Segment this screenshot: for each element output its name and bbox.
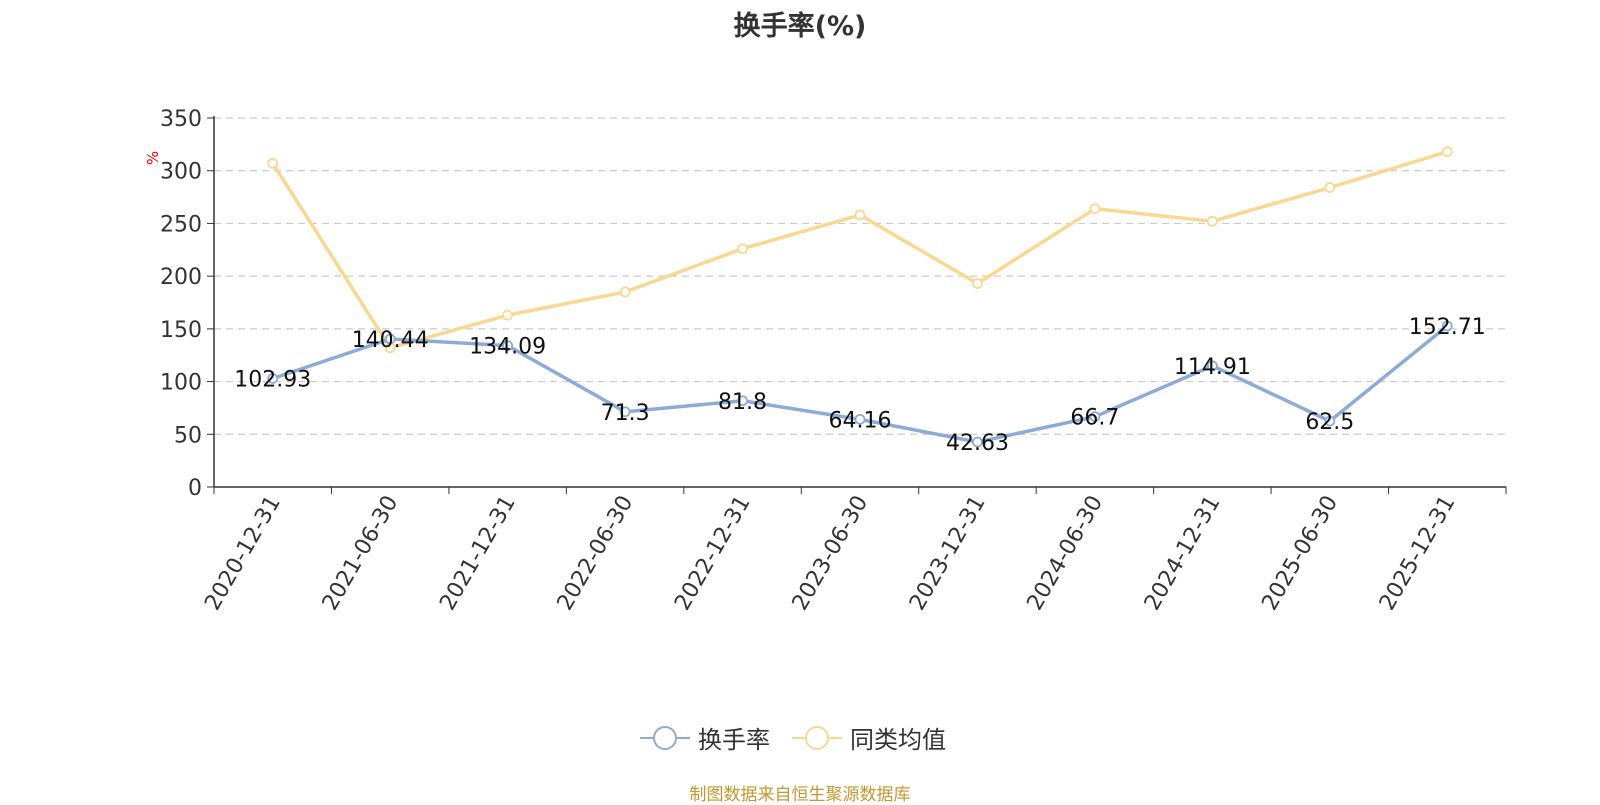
data-point-turnover[interactable] — [267, 373, 279, 384]
legend: 换手率 同类均值 — [640, 720, 968, 755]
y-tick-label: 250 — [160, 212, 202, 237]
legend-label-turnover: 换手率 — [698, 726, 770, 754]
data-point-turnover[interactable] — [972, 436, 983, 448]
y-axis-label: % — [144, 151, 162, 165]
axes: 0 50 100 150 200 250 300 350% 2020-12-31 2021-06-… — [144, 107, 1507, 615]
x-tick-label: 2020-12-31 — [200, 492, 286, 615]
y-tick-label: 350 — [160, 107, 202, 132]
data-label: 71.3 — [601, 401, 650, 426]
x-tick-label: 2023-12-31 — [905, 492, 991, 615]
data-label: 42.63 — [946, 431, 1009, 456]
data-point-turnover[interactable] — [1324, 415, 1336, 427]
y-tick-label: 150 — [160, 318, 202, 343]
series-line-peer-average — [271, 150, 1448, 350]
x-tick-label: 2023-06-30 — [788, 492, 874, 615]
legend-item-turnover[interactable]: 换手率 — [640, 720, 770, 755]
legend-label-peer-average: 同类均值 — [850, 726, 946, 754]
y-tick-label: 50 — [174, 423, 202, 448]
data-point-peer-average[interactable] — [1441, 146, 1453, 158]
data-point-peer-average[interactable] — [1206, 215, 1218, 227]
data-label: 102.93 — [234, 367, 311, 392]
x-tick-label: 2024-06-30 — [1023, 492, 1109, 615]
data-label: 140.44 — [352, 328, 429, 353]
data-point-peer-average[interactable] — [502, 309, 514, 321]
x-tick-label: 2021-06-30 — [318, 492, 404, 615]
data-point-peer-average[interactable] — [267, 157, 279, 169]
data-label: 134.09 — [469, 335, 546, 360]
data-label: 152.71 — [1409, 315, 1486, 340]
data-point-turnover[interactable] — [502, 340, 514, 352]
data-labels: 102.93 140.44 134.09 71.3 81.8 64.16 42.63 66.7… — [234, 315, 1486, 456]
data-point-turnover[interactable] — [1206, 360, 1218, 372]
y-tick-label: 100 — [160, 371, 202, 396]
data-label: 81.8 — [718, 390, 767, 415]
y-tick-label: 200 — [160, 265, 202, 290]
data-point-peer-average[interactable] — [619, 286, 631, 298]
legend-marker-peer-average — [792, 725, 842, 750]
x-tick-label: 2022-06-30 — [553, 492, 639, 615]
x-tick-label: 2025-06-30 — [1257, 492, 1343, 615]
data-point-peer-average[interactable] — [1089, 203, 1101, 215]
source-note: 制图数据来自恒生聚源数据库 — [689, 785, 911, 805]
legend-marker-turnover — [640, 725, 690, 750]
x-tick-label: 2024-12-31 — [1140, 492, 1226, 615]
series — [267, 146, 1453, 448]
x-tick-label: 2021-12-31 — [435, 492, 521, 615]
gridlines — [214, 117, 1506, 435]
data-point-peer-average[interactable] — [737, 243, 748, 255]
data-point-turnover[interactable] — [1441, 320, 1453, 332]
x-tick-label: 2022-12-31 — [670, 492, 756, 615]
data-point-turnover[interactable] — [1089, 411, 1101, 423]
data-label: 62.5 — [1305, 410, 1354, 435]
data-point-turnover[interactable] — [854, 413, 866, 425]
y-tick-label: 0 — [188, 476, 202, 501]
x-tick-label: 2025-12-31 — [1375, 492, 1461, 615]
data-label: 66.7 — [1070, 406, 1119, 431]
chart-title: 换手率(%) — [733, 11, 867, 42]
data-point-peer-average[interactable] — [1324, 182, 1336, 193]
data-point-turnover[interactable] — [737, 395, 748, 407]
data-label: 64.16 — [829, 408, 892, 433]
data-label: 114.91 — [1174, 355, 1251, 380]
data-point-peer-average[interactable] — [854, 209, 866, 221]
y-tick-label: 300 — [160, 160, 202, 185]
data-point-peer-average[interactable] — [972, 278, 983, 289]
data-point-turnover[interactable] — [619, 406, 631, 418]
data-point-turnover[interactable] — [384, 333, 396, 345]
legend-item-peer-average[interactable]: 同类均值 — [792, 720, 946, 755]
